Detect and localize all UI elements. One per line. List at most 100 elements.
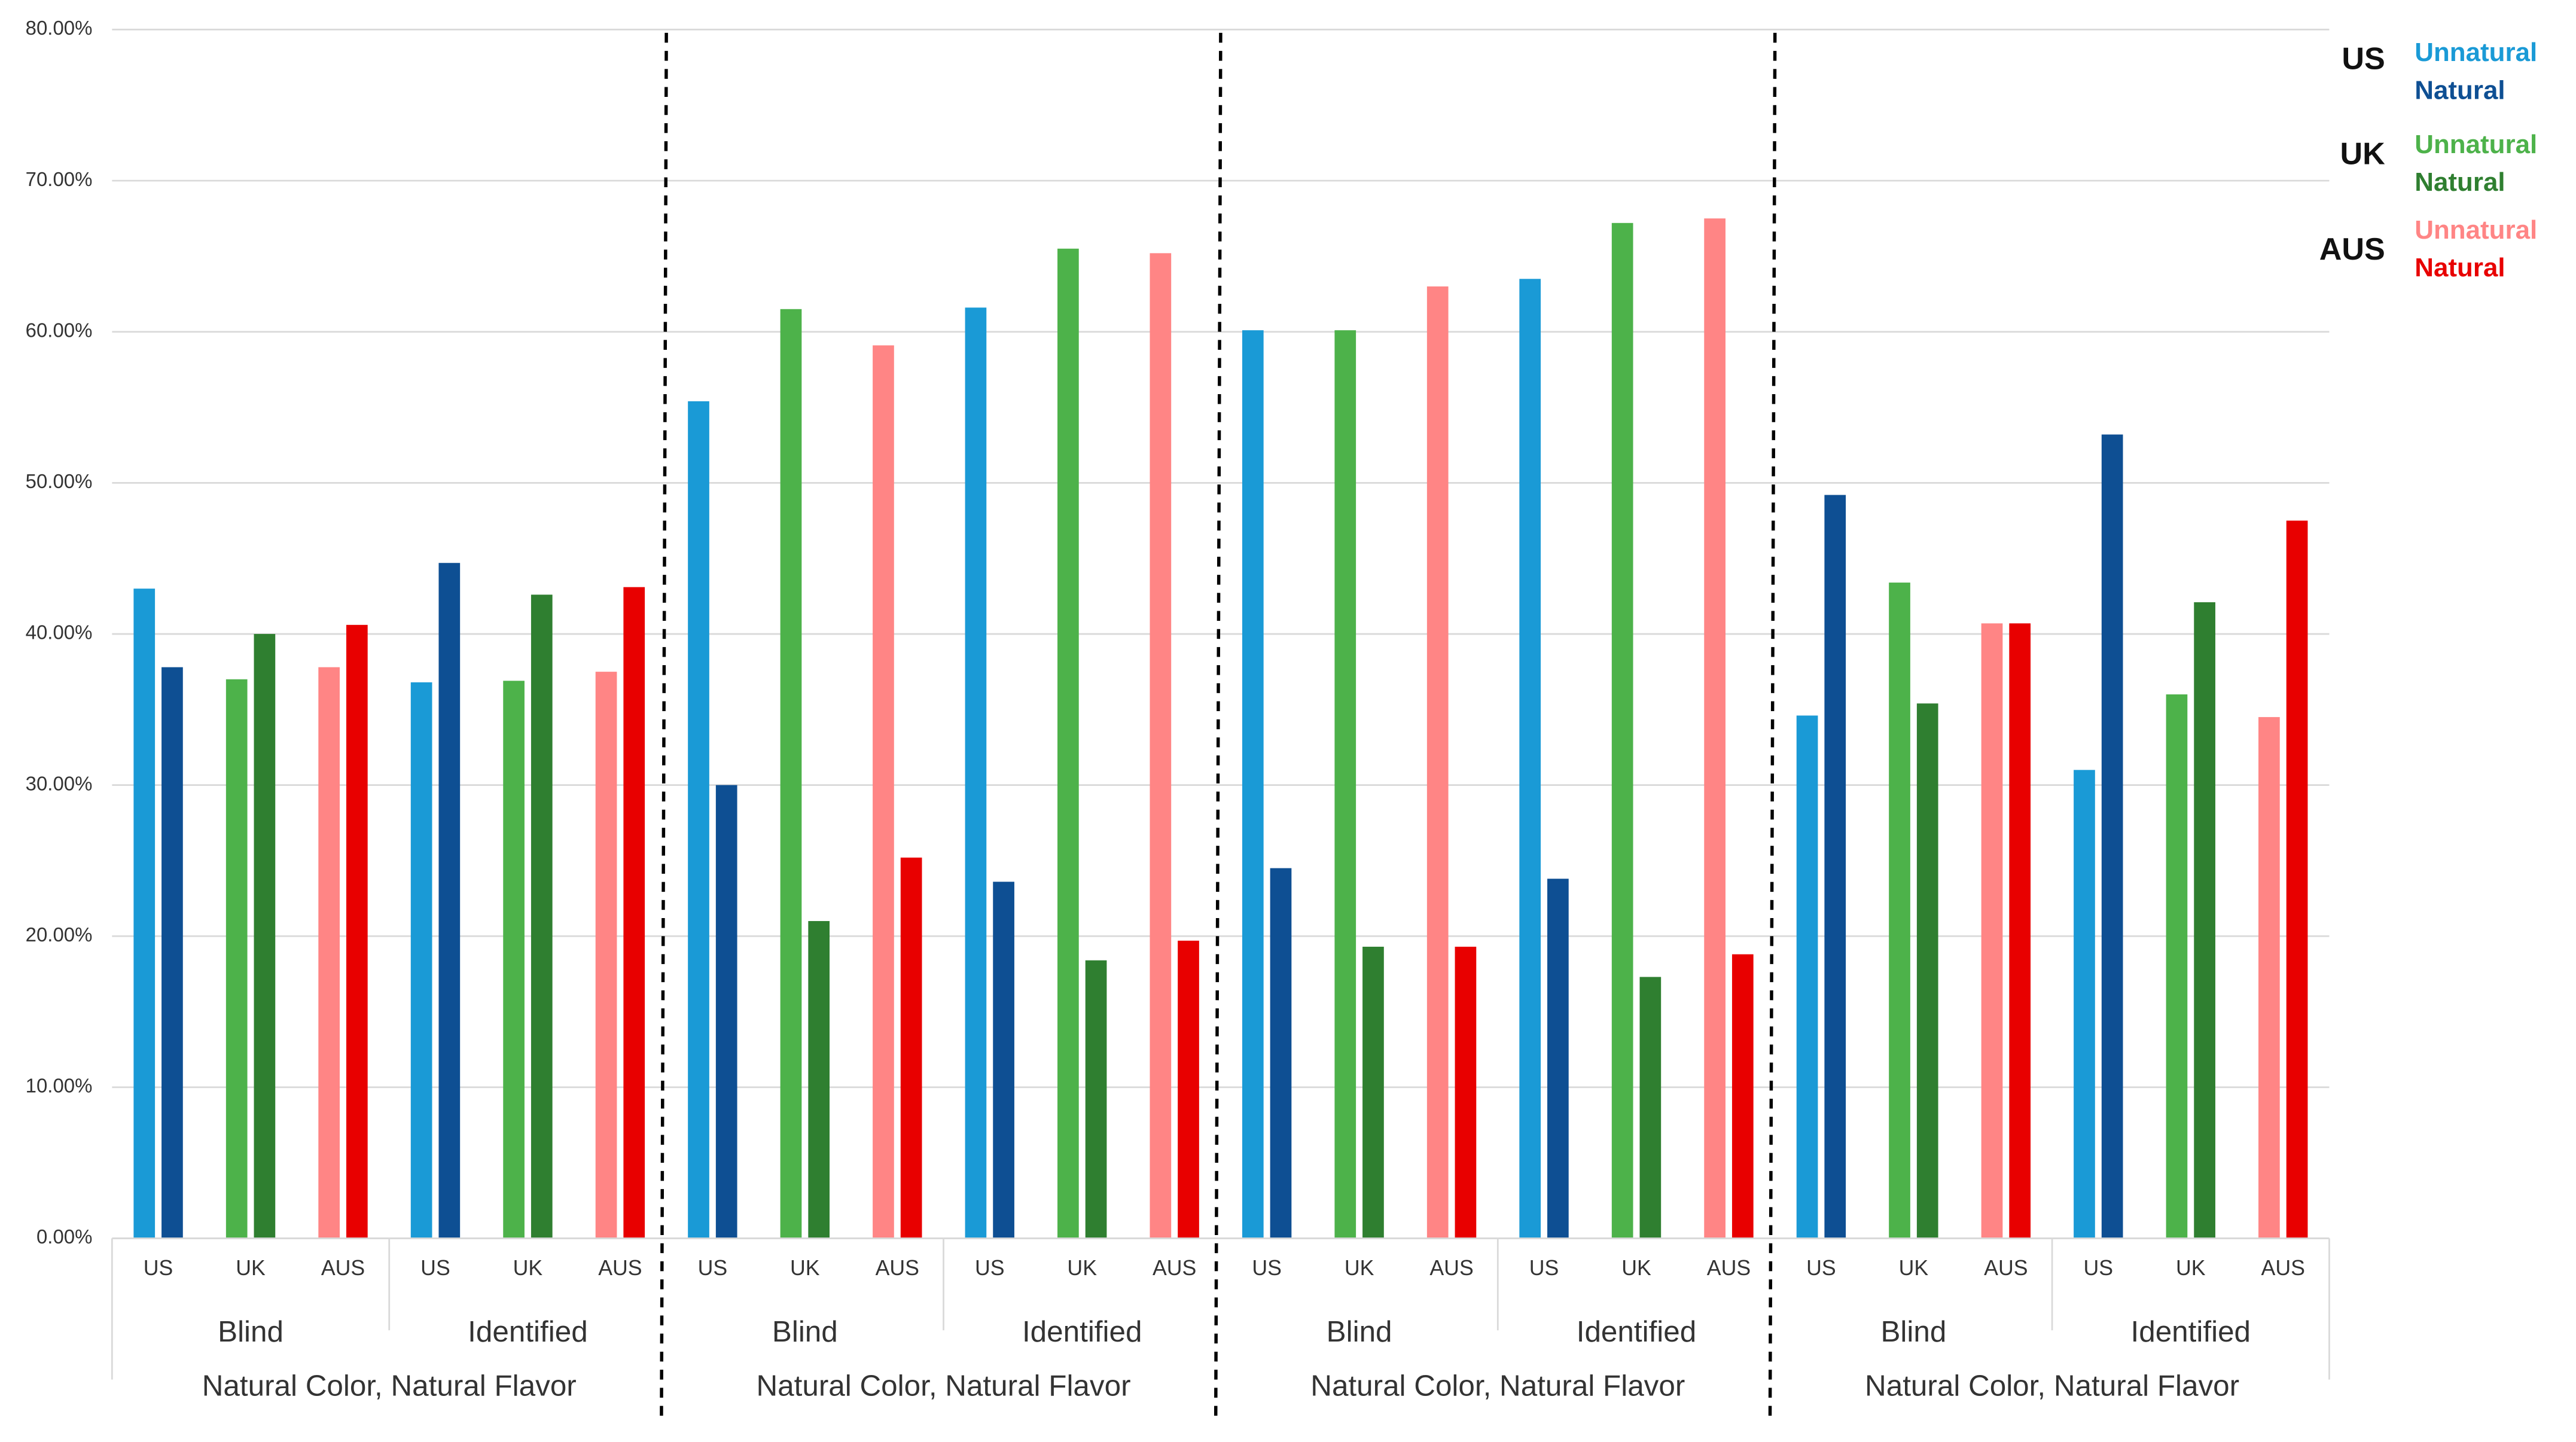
bar [1150,253,1172,1239]
bar [1547,879,1569,1239]
x-tick-label: UK [236,1256,266,1280]
bar [2286,520,2308,1239]
legend-entry: Unnatural [2415,38,2537,67]
y-tick-label: 10.00% [26,1075,93,1097]
bar [2258,717,2280,1239]
group-label: Natural Color, Natural Flavor [202,1369,577,1402]
y-tick-label: 60.00% [26,319,93,341]
x-tick-label: US [1252,1256,1282,1280]
x-tick-label: US [1529,1256,1559,1280]
y-tick-label: 0.00% [36,1225,92,1248]
group-divider [1768,32,1777,1423]
bar [1178,940,1199,1239]
legend-entry: Unnatural [2415,130,2537,159]
y-tick-label: 50.00% [26,470,93,492]
bar [318,667,340,1239]
bar [531,595,553,1239]
bar [1981,623,2003,1239]
x-tick-label: AUS [2261,1256,2305,1280]
bar [993,882,1014,1239]
x-tick-label: AUS [1984,1256,2028,1280]
x-tick-label: UK [790,1256,820,1280]
legend-entry: Natural [2415,253,2505,282]
group-label: Natural Color, Natural Flavor [1310,1369,1685,1402]
bar [1639,977,1662,1239]
x-tick-label: AUS [1707,1256,1751,1280]
bar [1270,868,1292,1239]
bar [595,672,617,1239]
x-tick-label: UK [1621,1256,1651,1280]
bar [1242,330,1264,1239]
bar [2166,694,2188,1239]
bar [1085,960,1107,1239]
legend-country: US [2342,41,2385,76]
bar [1426,286,1449,1239]
bar [1824,495,1846,1239]
bar [1796,715,1818,1239]
x-tick-label: AUS [598,1256,642,1280]
bar [225,679,248,1239]
bar [1916,703,1938,1239]
x-tick-label: UK [1067,1256,1097,1280]
bar [2009,623,2031,1239]
bar [2194,602,2215,1239]
bar [161,667,183,1239]
subgroup-label: Identified [2131,1315,2251,1348]
legend-entry: Natural [2415,167,2505,197]
y-tick-label: 80.00% [26,17,93,39]
subgroup-label: Blind [1880,1315,1946,1348]
bar [503,681,525,1239]
bar [1704,218,1726,1239]
bar [780,309,802,1239]
x-tick-label: UK [513,1256,543,1280]
bar [410,682,432,1239]
bar [1611,222,1633,1239]
x-tick-label: US [698,1256,728,1280]
legend-entry: Unnatural [2415,215,2537,245]
bar [688,401,709,1239]
subgroup-label: Blind [1327,1315,1392,1348]
bar [623,587,645,1239]
subgroup-label: Identified [468,1315,588,1348]
bar [1057,248,1079,1239]
y-tick-label: 30.00% [26,772,93,794]
x-tick-label: US [144,1256,173,1280]
bar [1731,954,1754,1239]
x-tick-label: AUS [876,1256,919,1280]
bar [1362,946,1384,1239]
y-tick-label: 40.00% [26,621,93,644]
bar [346,624,368,1239]
x-tick-label: UK [2176,1256,2206,1280]
bar [873,345,894,1239]
legend-entry: Natural [2415,75,2505,105]
legend-country: AUS [2319,232,2385,267]
bar [1455,946,1477,1239]
y-tick-label: 70.00% [26,168,93,190]
bar [1889,583,1910,1239]
bar [965,307,987,1239]
bar [2074,770,2095,1239]
bar [1519,279,1541,1239]
y-tick-label: 20.00% [26,923,93,946]
legend-country: UK [2340,137,2385,172]
x-tick-label: US [1806,1256,1836,1280]
bar [715,785,737,1239]
bar [2101,434,2123,1239]
bar [254,633,276,1239]
x-tick-label: UK [1345,1256,1374,1280]
group-divider [1214,32,1223,1423]
group-divider [660,32,668,1423]
bar [1334,330,1356,1239]
bar [900,857,922,1239]
x-tick-label: US [2084,1256,2114,1280]
subgroup-label: Identified [1577,1315,1697,1348]
bar [438,563,461,1239]
x-tick-label: AUS [1429,1256,1473,1280]
group-label: Natural Color, Natural Flavor [757,1369,1131,1402]
bar [808,920,830,1239]
subgroup-label: Blind [772,1315,838,1348]
bar [133,589,156,1239]
x-tick-label: AUS [1153,1256,1196,1280]
subgroup-label: Identified [1022,1315,1142,1348]
